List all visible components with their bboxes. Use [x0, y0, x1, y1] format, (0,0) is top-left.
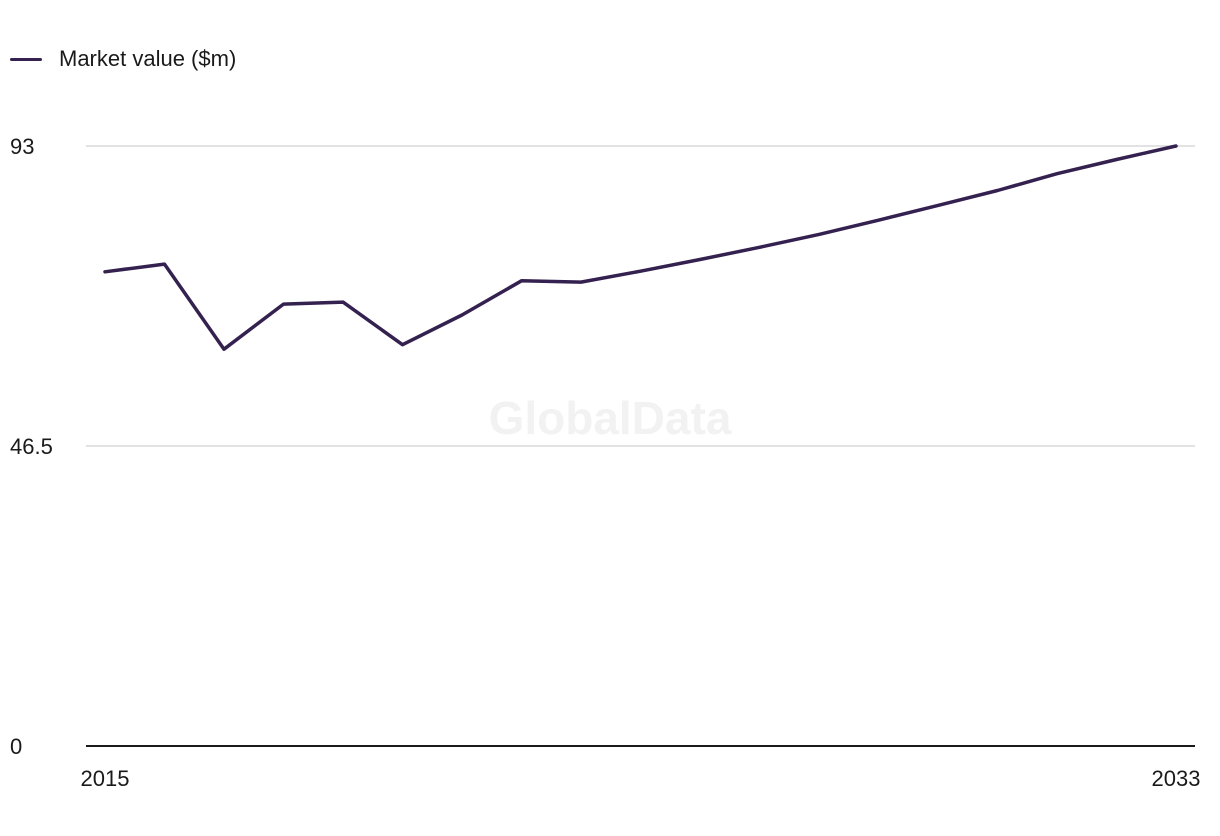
y-tick-label: 46.5 — [10, 434, 53, 459]
legend: Market value ($m) — [10, 46, 236, 72]
y-tick-label: 93 — [10, 134, 34, 159]
x-axis-ticks: 2015 2033 — [81, 766, 1201, 791]
gridlines — [86, 145, 1195, 447]
series-line-market-value — [103, 144, 1178, 351]
watermark: GlobalData — [489, 392, 732, 444]
legend-swatch — [10, 57, 42, 61]
x-tick-label: 2033 — [1152, 766, 1201, 791]
y-tick-label: 0 — [10, 734, 22, 759]
legend-label: Market value ($m) — [59, 46, 237, 71]
x-tick-label: 2015 — [81, 766, 130, 791]
y-axis-ticks: 0 46.5 93 — [10, 134, 53, 759]
